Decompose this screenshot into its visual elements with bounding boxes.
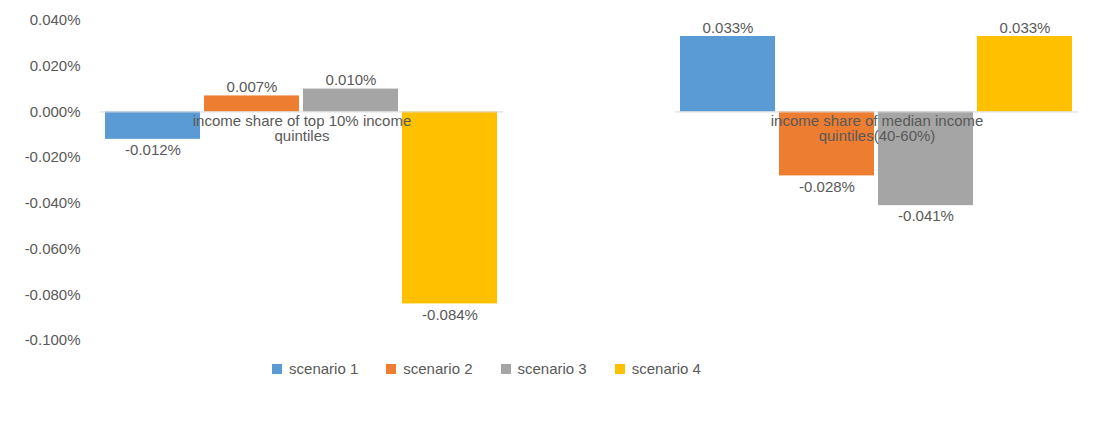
svg-text:-0.080%: -0.080% — [25, 286, 81, 303]
svg-text:-0.028%: -0.028% — [799, 178, 855, 195]
html-text:scenario 1: scenario 1 — [289, 360, 359, 377]
svg-text:0.033%: 0.033% — [703, 19, 754, 36]
svg-text:0.007%: 0.007% — [227, 78, 278, 95]
svg-text:income share of top 10% income: income share of top 10% incomequintiles — [193, 112, 411, 144]
svg-text:0.020%: 0.020% — [30, 57, 81, 74]
svg-text:0.040%: 0.040% — [30, 11, 81, 28]
svg-text:0.000%: 0.000% — [30, 103, 81, 120]
html-text:scenario 4: scenario 4 — [631, 360, 701, 377]
svg-text:-0.040%: -0.040% — [25, 194, 81, 211]
html-text:scenario 3: scenario 3 — [517, 360, 587, 377]
svg-text:-0.084%: -0.084% — [422, 306, 478, 323]
svg-text:-0.060%: -0.060% — [25, 240, 81, 257]
svg-text:-0.012%: -0.012% — [125, 141, 181, 158]
svg-text:0.033%: 0.033% — [1000, 19, 1051, 36]
svg-text:-0.020%: -0.020% — [25, 148, 81, 165]
svg-text:income share of median incomeq: income share of median incomequintiles(4… — [771, 112, 984, 144]
svg-text:0.010%: 0.010% — [326, 71, 377, 88]
svg-text:-0.041%: -0.041% — [898, 207, 954, 224]
html-text:scenario 2: scenario 2 — [403, 360, 473, 377]
svg-text:-0.100%: -0.100% — [25, 331, 81, 348]
